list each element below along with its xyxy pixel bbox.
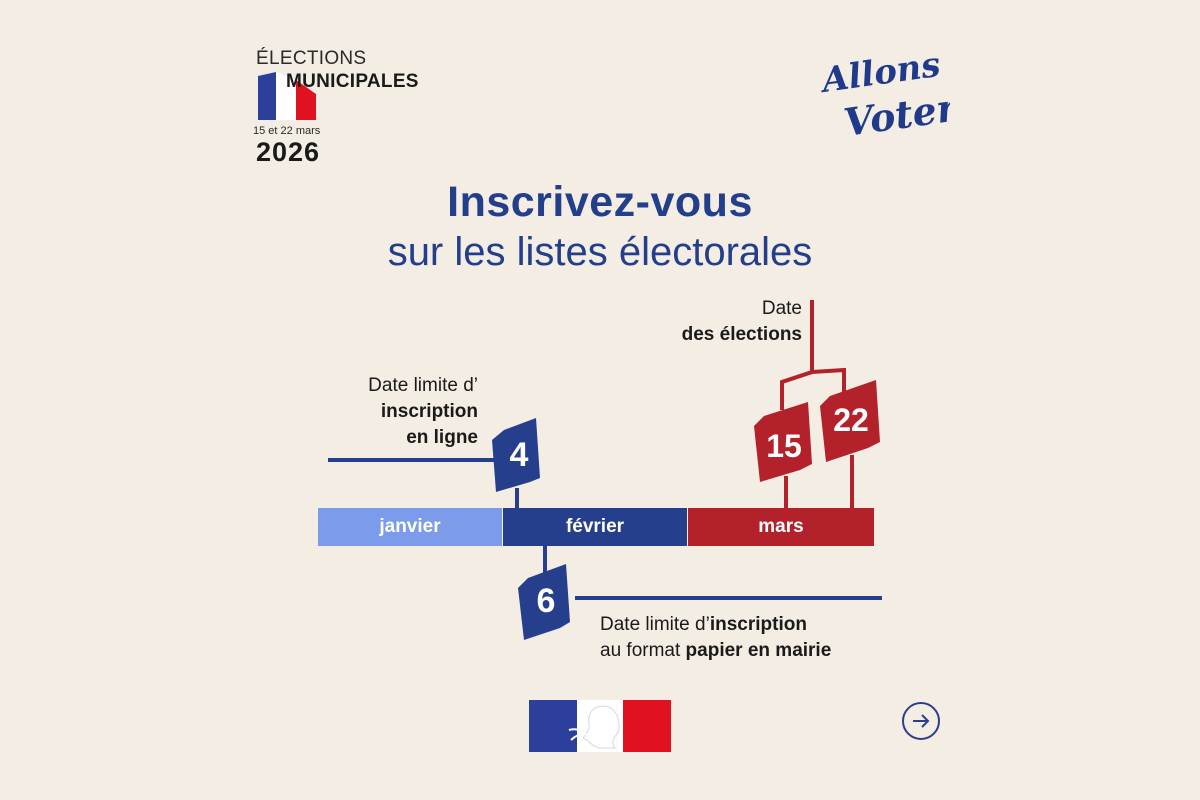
next-button[interactable] — [902, 702, 940, 740]
arrow-right-circle-icon — [913, 714, 930, 728]
online-deadline-caption: Date limite d’ inscription en ligne — [368, 375, 478, 448]
page-subtitle: sur les listes électorales — [387, 230, 813, 274]
date-online-day: 4 — [509, 436, 529, 474]
date-flag-election-2: 22 — [818, 380, 884, 462]
paper-deadline-caption: Date limite d’inscription au format papi… — [600, 614, 832, 661]
allons-voter-slogan: Allons Voter! — [817, 52, 950, 145]
date-flag-election-1: 15 — [752, 402, 816, 482]
marianne-logo — [529, 700, 671, 752]
date-flag-online: 4 — [490, 418, 548, 492]
date-flag-paper: 6 — [516, 564, 578, 640]
month-february: février — [503, 508, 687, 546]
page-title: Inscrivez-vous — [447, 178, 753, 226]
badge-title-line1: ÉLECTIONS — [256, 48, 367, 69]
date-election-day2: 22 — [833, 402, 869, 438]
month-march: mars — [688, 508, 874, 546]
month-january: janvier — [318, 508, 502, 546]
election-dates-caption: Date des élections — [681, 298, 802, 345]
badge-year: 2026 — [256, 137, 321, 167]
date-election-day1: 15 — [766, 428, 802, 464]
badge-dates: 15 et 22 mars — [253, 125, 321, 137]
badge-title-line2: MUNICIPALES — [286, 71, 419, 92]
french-flag-icon — [258, 72, 316, 120]
date-paper-day: 6 — [536, 582, 556, 620]
online-label-bold2: en ligne — [406, 427, 478, 448]
online-label-bold1: inscription — [380, 401, 478, 422]
